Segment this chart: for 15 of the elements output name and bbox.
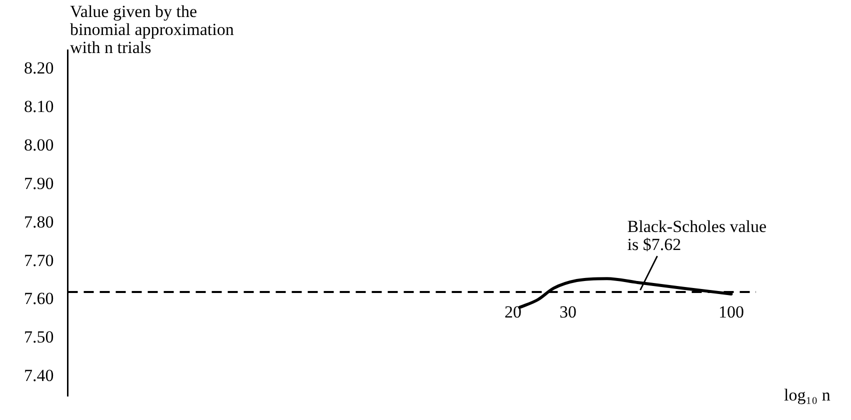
y-tick-label: 8.20 — [24, 58, 54, 78]
y-tick-label: 7.40 — [24, 366, 54, 386]
y-tick-label: 8.00 — [24, 136, 54, 155]
y-tick-label: 7.80 — [24, 212, 54, 232]
y-tick-label: 7.60 — [24, 289, 54, 308]
y-tick-label: 7.90 — [24, 174, 54, 193]
y-tick-label: 7.70 — [24, 250, 54, 270]
y-axis-title: Value given by the binomial approximation with n trials — [70, 2, 234, 57]
x-tick-label: 20 — [504, 302, 522, 322]
x-axis-title: log₁₀ n — [784, 385, 831, 404]
x-tick-label: 30 — [560, 302, 577, 322]
ref-line-label: Black-Scholes value is $7.62 — [627, 217, 767, 254]
x-tick-label: 100 — [718, 302, 744, 322]
y-tick-label: 7.50 — [24, 328, 54, 347]
y-tick-label: 8.10 — [24, 97, 54, 116]
